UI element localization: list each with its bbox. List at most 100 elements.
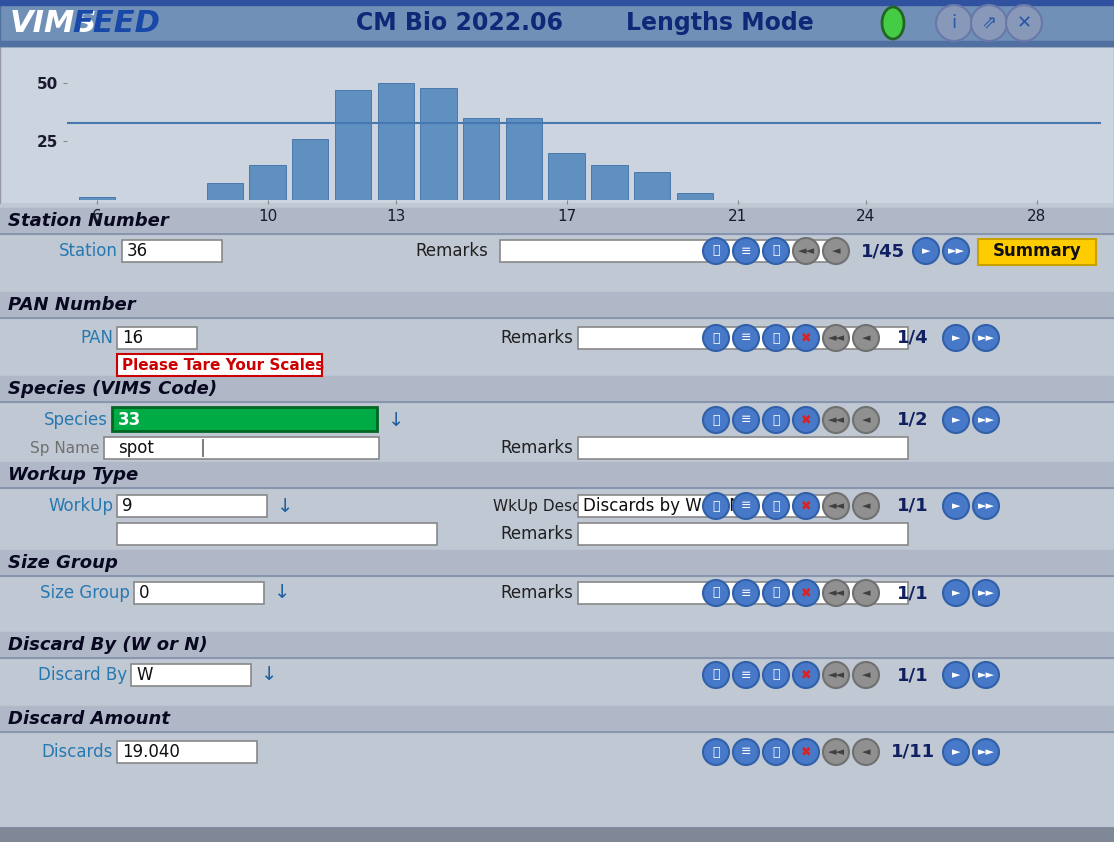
- Bar: [207, 184, 243, 200]
- Circle shape: [793, 493, 819, 519]
- Text: Size Group: Size Group: [8, 554, 118, 572]
- Bar: [634, 172, 671, 200]
- Text: PAN: PAN: [80, 329, 113, 347]
- Text: 🔑: 🔑: [772, 413, 780, 427]
- Text: 🔑: 🔑: [772, 745, 780, 759]
- Text: ►►: ►►: [977, 415, 995, 425]
- Text: 1/1: 1/1: [897, 497, 929, 515]
- Text: ◄◄: ◄◄: [798, 246, 814, 256]
- Circle shape: [793, 238, 819, 264]
- FancyBboxPatch shape: [500, 240, 840, 262]
- Text: VIMS: VIMS: [10, 8, 97, 38]
- Text: Remarks: Remarks: [500, 329, 573, 347]
- Text: 1/1: 1/1: [897, 666, 929, 684]
- FancyBboxPatch shape: [104, 437, 379, 459]
- Bar: [506, 118, 543, 200]
- Circle shape: [853, 325, 879, 351]
- Text: 0: 0: [139, 584, 149, 602]
- Circle shape: [763, 580, 789, 606]
- Text: ◄: ◄: [862, 333, 870, 343]
- Circle shape: [973, 493, 999, 519]
- Text: WkUp Desc.: WkUp Desc.: [494, 498, 586, 514]
- Text: Sp Name: Sp Name: [30, 440, 100, 456]
- Circle shape: [703, 493, 729, 519]
- Circle shape: [733, 662, 759, 688]
- Text: 19.040: 19.040: [123, 743, 179, 761]
- FancyBboxPatch shape: [123, 240, 222, 262]
- Text: ◄◄: ◄◄: [828, 747, 844, 757]
- Text: Remarks: Remarks: [500, 439, 573, 457]
- Text: ⎘: ⎘: [712, 669, 720, 681]
- Text: Discard Amount: Discard Amount: [8, 710, 170, 728]
- FancyBboxPatch shape: [578, 582, 908, 604]
- Text: Size Group: Size Group: [40, 584, 130, 602]
- Text: FEED: FEED: [72, 8, 160, 38]
- FancyBboxPatch shape: [117, 327, 197, 349]
- Text: ≡: ≡: [741, 587, 751, 600]
- FancyBboxPatch shape: [117, 741, 257, 763]
- Text: ⎘: ⎘: [712, 413, 720, 427]
- Text: 🔑: 🔑: [772, 587, 780, 600]
- Circle shape: [823, 325, 849, 351]
- Text: ✖: ✖: [801, 332, 811, 344]
- Text: Remarks: Remarks: [500, 584, 573, 602]
- Text: ►: ►: [951, 670, 960, 680]
- Circle shape: [973, 662, 999, 688]
- Ellipse shape: [971, 5, 1007, 41]
- Text: ✖: ✖: [801, 587, 811, 600]
- Text: ✖: ✖: [801, 413, 811, 427]
- Text: ↓: ↓: [261, 665, 277, 685]
- Text: ◄◄: ◄◄: [828, 333, 844, 343]
- Circle shape: [823, 493, 849, 519]
- FancyBboxPatch shape: [0, 204, 1114, 828]
- Text: 🔑: 🔑: [772, 244, 780, 258]
- Text: ►►: ►►: [948, 246, 965, 256]
- Circle shape: [733, 407, 759, 433]
- Text: ↓: ↓: [277, 497, 293, 515]
- Text: ⎘: ⎘: [712, 244, 720, 258]
- Text: ►: ►: [951, 501, 960, 511]
- Bar: [548, 153, 585, 200]
- FancyBboxPatch shape: [113, 407, 377, 431]
- FancyBboxPatch shape: [0, 41, 1114, 46]
- Circle shape: [853, 662, 879, 688]
- Circle shape: [913, 238, 939, 264]
- Text: 1/11: 1/11: [891, 743, 935, 761]
- Circle shape: [733, 238, 759, 264]
- Text: ⇗: ⇗: [981, 14, 997, 32]
- Circle shape: [763, 325, 789, 351]
- Text: Station Number: Station Number: [8, 212, 168, 230]
- Bar: [292, 139, 329, 200]
- Circle shape: [703, 662, 729, 688]
- Text: PAN Number: PAN Number: [8, 296, 136, 314]
- Text: ►►: ►►: [977, 333, 995, 343]
- Circle shape: [703, 739, 729, 765]
- FancyBboxPatch shape: [0, 0, 1114, 46]
- Text: ►►: ►►: [977, 588, 995, 598]
- Text: Discard By: Discard By: [38, 666, 127, 684]
- Bar: [420, 88, 457, 200]
- Text: ►: ►: [951, 588, 960, 598]
- Circle shape: [763, 238, 789, 264]
- Text: ◄◄: ◄◄: [828, 670, 844, 680]
- Circle shape: [793, 325, 819, 351]
- Circle shape: [853, 580, 879, 606]
- Circle shape: [733, 580, 759, 606]
- Circle shape: [942, 407, 969, 433]
- Circle shape: [793, 580, 819, 606]
- Text: ✕: ✕: [1016, 14, 1032, 32]
- Text: ≡: ≡: [741, 669, 751, 681]
- Bar: [592, 165, 627, 200]
- Ellipse shape: [882, 7, 903, 39]
- Text: ►►: ►►: [977, 670, 995, 680]
- Text: ◄: ◄: [862, 415, 870, 425]
- Circle shape: [942, 662, 969, 688]
- Text: ►: ►: [921, 246, 930, 256]
- Text: Summary: Summary: [993, 242, 1082, 260]
- Text: Species (VIMS Code): Species (VIMS Code): [8, 380, 217, 398]
- Circle shape: [763, 662, 789, 688]
- Text: CM Bio 2022.06: CM Bio 2022.06: [356, 11, 564, 35]
- Text: ◄: ◄: [862, 747, 870, 757]
- Text: 1/4: 1/4: [897, 329, 929, 347]
- Circle shape: [942, 325, 969, 351]
